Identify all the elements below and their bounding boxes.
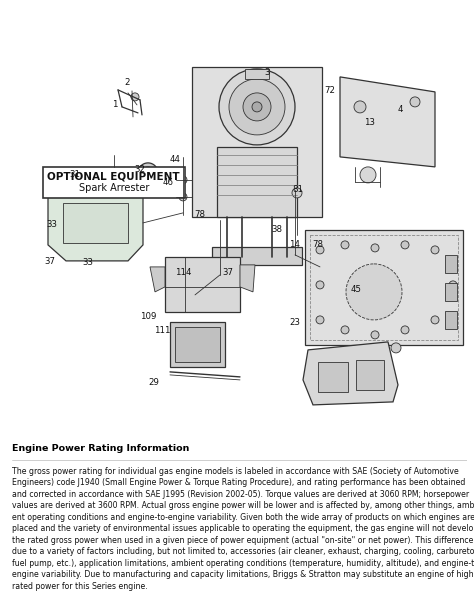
Text: 44: 44 bbox=[170, 155, 181, 165]
Circle shape bbox=[360, 167, 376, 183]
Text: Engine Power Rating Information: Engine Power Rating Information bbox=[12, 445, 189, 453]
Circle shape bbox=[179, 176, 187, 184]
Circle shape bbox=[346, 264, 402, 320]
Bar bbox=[245, 69, 269, 79]
Bar bbox=[212, 247, 302, 265]
Text: 31: 31 bbox=[70, 171, 81, 179]
Text: The gross power rating for individual gas engine models is labeled in accordance: The gross power rating for individual ga… bbox=[12, 467, 474, 591]
Text: 72: 72 bbox=[325, 87, 336, 95]
Bar bbox=[445, 311, 457, 329]
Circle shape bbox=[341, 326, 349, 334]
Bar bbox=[445, 283, 457, 301]
Text: 33: 33 bbox=[46, 220, 57, 230]
Bar bbox=[356, 360, 384, 390]
Text: 78: 78 bbox=[194, 211, 206, 219]
Bar bbox=[63, 203, 128, 243]
Polygon shape bbox=[48, 173, 143, 261]
Text: 46: 46 bbox=[163, 179, 173, 187]
Circle shape bbox=[449, 261, 457, 269]
Circle shape bbox=[91, 174, 105, 188]
Text: 78: 78 bbox=[312, 241, 323, 249]
Bar bbox=[170, 322, 225, 367]
Text: 37: 37 bbox=[222, 268, 234, 278]
Text: OPTIONAL EQUIPMENT: OPTIONAL EQUIPMENT bbox=[47, 172, 180, 182]
Bar bbox=[217, 147, 297, 217]
Text: 81: 81 bbox=[292, 185, 303, 195]
Text: 114: 114 bbox=[175, 268, 191, 278]
Text: 37: 37 bbox=[45, 257, 55, 266]
Circle shape bbox=[431, 246, 439, 254]
Bar bbox=[192, 67, 322, 217]
Text: 1: 1 bbox=[112, 101, 118, 109]
Circle shape bbox=[341, 241, 349, 249]
Circle shape bbox=[229, 79, 285, 135]
Circle shape bbox=[354, 101, 366, 113]
Text: 109: 109 bbox=[140, 313, 156, 321]
Circle shape bbox=[316, 246, 324, 254]
Bar bbox=[175, 327, 220, 362]
Text: 32: 32 bbox=[135, 165, 146, 174]
Bar bbox=[165, 257, 240, 312]
Circle shape bbox=[142, 167, 154, 179]
Text: 23: 23 bbox=[290, 319, 301, 327]
Polygon shape bbox=[340, 77, 435, 167]
Polygon shape bbox=[303, 342, 398, 405]
Circle shape bbox=[371, 331, 379, 339]
Text: 2: 2 bbox=[124, 79, 130, 87]
Text: 38: 38 bbox=[272, 225, 283, 235]
Text: 3: 3 bbox=[264, 68, 270, 77]
Circle shape bbox=[131, 93, 139, 101]
Circle shape bbox=[252, 102, 262, 112]
Circle shape bbox=[449, 281, 457, 289]
Bar bbox=[318, 362, 348, 392]
Circle shape bbox=[431, 316, 439, 324]
Circle shape bbox=[292, 188, 302, 198]
Circle shape bbox=[401, 326, 409, 334]
Text: 29: 29 bbox=[148, 378, 159, 387]
Text: 33: 33 bbox=[82, 258, 93, 268]
Text: 4: 4 bbox=[397, 106, 403, 114]
Bar bbox=[305, 230, 463, 345]
Bar bbox=[310, 235, 458, 340]
Text: 111: 111 bbox=[154, 327, 170, 335]
Circle shape bbox=[401, 241, 409, 249]
Circle shape bbox=[410, 97, 420, 107]
Circle shape bbox=[391, 343, 401, 353]
Bar bbox=[445, 255, 457, 273]
Circle shape bbox=[86, 169, 110, 193]
Text: 14: 14 bbox=[290, 241, 301, 249]
Circle shape bbox=[316, 281, 324, 289]
Circle shape bbox=[316, 264, 326, 274]
Text: 13: 13 bbox=[365, 119, 375, 127]
Circle shape bbox=[179, 193, 187, 201]
Circle shape bbox=[219, 69, 295, 145]
Polygon shape bbox=[150, 267, 165, 292]
Circle shape bbox=[138, 163, 158, 183]
Circle shape bbox=[243, 93, 271, 121]
Text: 45: 45 bbox=[350, 286, 362, 294]
Circle shape bbox=[371, 244, 379, 252]
Bar bbox=[43, 166, 185, 198]
Circle shape bbox=[316, 316, 324, 324]
Text: Spark Arrester: Spark Arrester bbox=[79, 183, 149, 193]
Polygon shape bbox=[240, 265, 255, 292]
